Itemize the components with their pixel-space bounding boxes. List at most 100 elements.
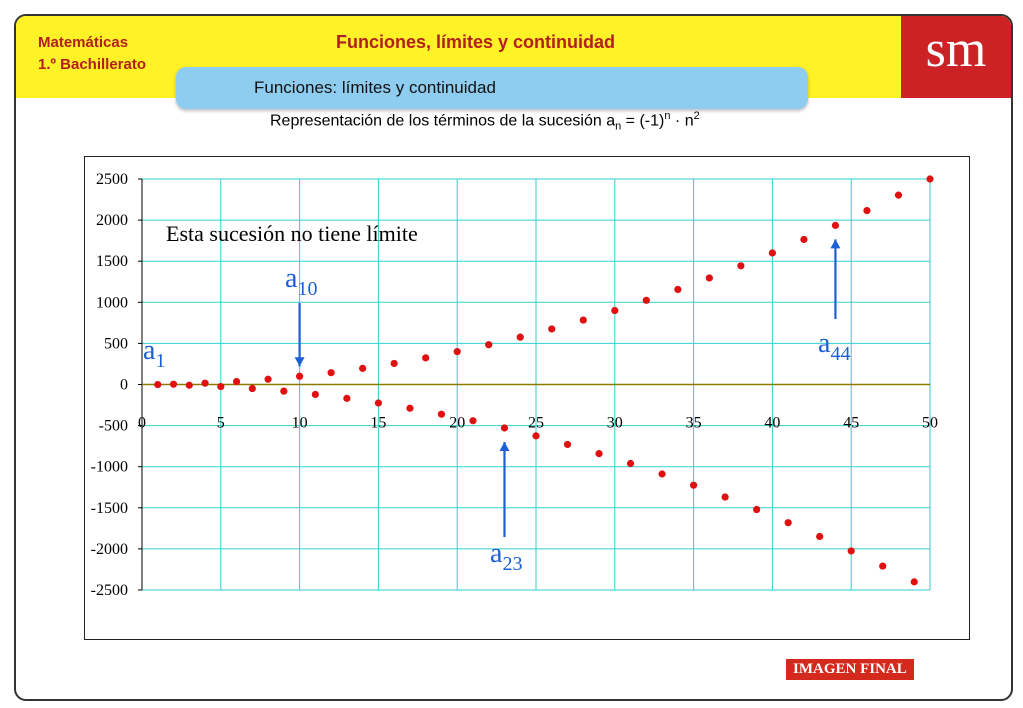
y-tick-label: -2000 bbox=[91, 541, 128, 558]
subject-label: Matemáticas 1.º Bachillerato bbox=[38, 32, 146, 76]
section-tab-label: Funciones: límites y continuidad bbox=[254, 78, 496, 97]
term-label-a10: a10 bbox=[285, 263, 317, 300]
data-point bbox=[311, 390, 319, 399]
annotation-arrow-head bbox=[499, 441, 510, 451]
x-tick-label: 50 bbox=[922, 415, 938, 432]
y-tick-label: -1000 bbox=[91, 459, 128, 476]
x-tick-label: 10 bbox=[292, 415, 308, 432]
y-tick-label: -500 bbox=[99, 418, 128, 435]
data-point bbox=[926, 175, 934, 183]
data-point bbox=[753, 505, 761, 514]
x-tick-label: 35 bbox=[686, 415, 702, 432]
data-point bbox=[784, 519, 792, 527]
brand-logo: sm bbox=[901, 16, 1011, 98]
data-point bbox=[248, 384, 256, 393]
data-point bbox=[264, 375, 272, 383]
x-tick-label: 0 bbox=[138, 415, 146, 432]
slide-frame: Matemáticas 1.º Bachillerato Funciones, … bbox=[14, 14, 1013, 701]
term-label-sub: 10 bbox=[297, 278, 317, 300]
data-point bbox=[532, 432, 540, 440]
term-label-sub: 44 bbox=[830, 343, 850, 365]
x-tick-label: 30 bbox=[607, 415, 623, 432]
data-point bbox=[169, 380, 178, 388]
data-point bbox=[658, 470, 666, 478]
data-point bbox=[374, 399, 382, 407]
annotation-arrow-head bbox=[294, 357, 305, 367]
chart-annotation: Esta sucesión no tiene límite bbox=[166, 221, 418, 246]
y-tick-label: -2500 bbox=[91, 582, 128, 599]
x-tick-label: 5 bbox=[217, 415, 225, 432]
y-tick-label: 2000 bbox=[96, 212, 128, 229]
data-point bbox=[894, 191, 903, 199]
x-tick-label: 20 bbox=[449, 415, 465, 432]
data-point bbox=[201, 379, 209, 387]
data-point bbox=[563, 440, 572, 449]
data-point bbox=[737, 262, 745, 270]
data-point bbox=[280, 387, 288, 395]
data-point bbox=[437, 410, 446, 418]
data-point bbox=[831, 221, 840, 229]
caption-sub: n bbox=[615, 120, 622, 133]
data-point bbox=[674, 285, 682, 294]
data-point bbox=[485, 341, 493, 349]
data-point bbox=[390, 359, 398, 368]
y-tick-label: 0 bbox=[120, 377, 128, 394]
data-point bbox=[642, 296, 650, 304]
data-point bbox=[422, 354, 430, 362]
term-label-a1: a1 bbox=[143, 335, 165, 372]
y-tick-label: 1000 bbox=[96, 294, 128, 311]
data-point bbox=[579, 316, 587, 324]
term-label-base: a bbox=[490, 538, 503, 569]
x-tick-label: 25 bbox=[528, 415, 544, 432]
data-point bbox=[626, 459, 635, 468]
data-point bbox=[185, 381, 193, 389]
data-point bbox=[232, 377, 241, 386]
data-point bbox=[800, 235, 808, 244]
term-label-sub: 1 bbox=[155, 350, 165, 372]
term-label-a23: a23 bbox=[490, 538, 522, 575]
y-tick-label: 2500 bbox=[96, 171, 128, 188]
data-point bbox=[327, 369, 335, 377]
data-point bbox=[705, 274, 713, 282]
x-tick-label: 45 bbox=[843, 415, 859, 432]
data-point bbox=[516, 333, 524, 341]
chart-container: 2500 2000 1500 1000 500 0 -500 -1000 -1500 -2000-… bbox=[84, 156, 970, 640]
data-point bbox=[816, 532, 824, 541]
data-point bbox=[296, 372, 304, 380]
data-point bbox=[690, 481, 698, 489]
term-label-sub: 23 bbox=[502, 553, 522, 575]
data-point bbox=[469, 417, 477, 425]
final-image-badge: IMAGEN FINAL bbox=[786, 659, 914, 680]
term-label-base: a bbox=[818, 328, 831, 359]
data-point bbox=[217, 382, 225, 391]
data-point bbox=[406, 404, 414, 412]
y-tick-label: 1500 bbox=[96, 253, 128, 270]
term-label-base: a bbox=[143, 335, 156, 366]
data-point bbox=[359, 364, 367, 372]
section-tab: Funciones: límites y continuidad bbox=[176, 67, 808, 109]
annotation-arrow-head bbox=[830, 239, 841, 249]
data-point bbox=[768, 249, 777, 257]
data-point bbox=[863, 206, 871, 215]
data-point bbox=[453, 348, 461, 356]
header-title: Funciones, límites y continuidad bbox=[336, 32, 616, 52]
data-point bbox=[847, 547, 855, 555]
caption-dot: · n bbox=[670, 112, 694, 130]
caption-sup-2: 2 bbox=[693, 110, 700, 122]
data-point bbox=[910, 578, 918, 586]
scatter-chart: 25002000150010005000-500-1000-1500-2000-… bbox=[91, 171, 938, 599]
subject-line-2: 1.º Bachillerato bbox=[38, 56, 147, 73]
term-label-base: a bbox=[285, 263, 298, 294]
data-point bbox=[500, 424, 509, 432]
data-point bbox=[879, 562, 887, 570]
caption-mid: = (-1) bbox=[621, 112, 665, 130]
chart-caption: Representación de los términos de la suc… bbox=[270, 110, 700, 133]
y-tick-label: 500 bbox=[104, 335, 128, 352]
data-point bbox=[611, 306, 619, 315]
x-tick-label: 40 bbox=[764, 415, 780, 432]
data-point bbox=[548, 325, 556, 333]
y-tick-label: -1500 bbox=[91, 500, 128, 517]
caption-sup-n: n bbox=[664, 110, 671, 122]
caption-text: Representación de los términos de la suc… bbox=[270, 112, 616, 130]
subject-line-1: Matemáticas bbox=[38, 34, 129, 51]
